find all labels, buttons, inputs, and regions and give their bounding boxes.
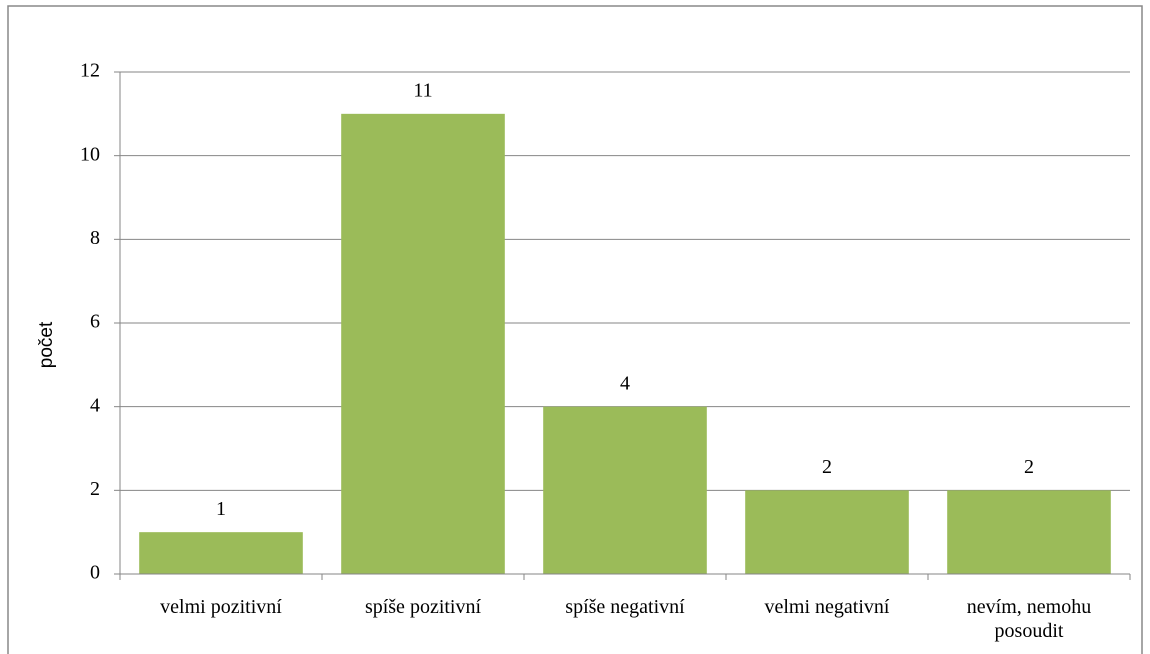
- y-axis-label: počet: [36, 321, 57, 368]
- data-label: 2: [1024, 456, 1034, 478]
- y-tick-label: 8: [90, 227, 100, 249]
- x-tick-label: nevím, nemohu posoudit: [966, 596, 1092, 642]
- chart-border: [7, 5, 1143, 654]
- bar: [543, 406, 707, 574]
- x-tick-label: velmi negativní: [764, 596, 890, 618]
- data-label: 2: [822, 456, 832, 478]
- bar: [745, 490, 909, 574]
- x-tick-label: spíše negativní: [565, 596, 685, 618]
- y-tick-label: 6: [90, 311, 100, 333]
- data-label: 11: [413, 79, 432, 101]
- x-tick-label: spíše pozitivní: [364, 596, 482, 618]
- x-tick-label: velmi pozitivní: [160, 596, 282, 618]
- y-tick-label: 2: [90, 478, 100, 500]
- bar: [139, 532, 303, 574]
- bar: [947, 490, 1111, 574]
- y-tick-label: 10: [80, 143, 100, 165]
- y-tick-label: 12: [80, 60, 100, 82]
- data-label: 4: [620, 372, 630, 394]
- data-label: 1: [216, 498, 226, 520]
- y-tick-label: 4: [90, 394, 100, 416]
- y-tick-label: 0: [90, 562, 100, 584]
- bar: [341, 113, 505, 574]
